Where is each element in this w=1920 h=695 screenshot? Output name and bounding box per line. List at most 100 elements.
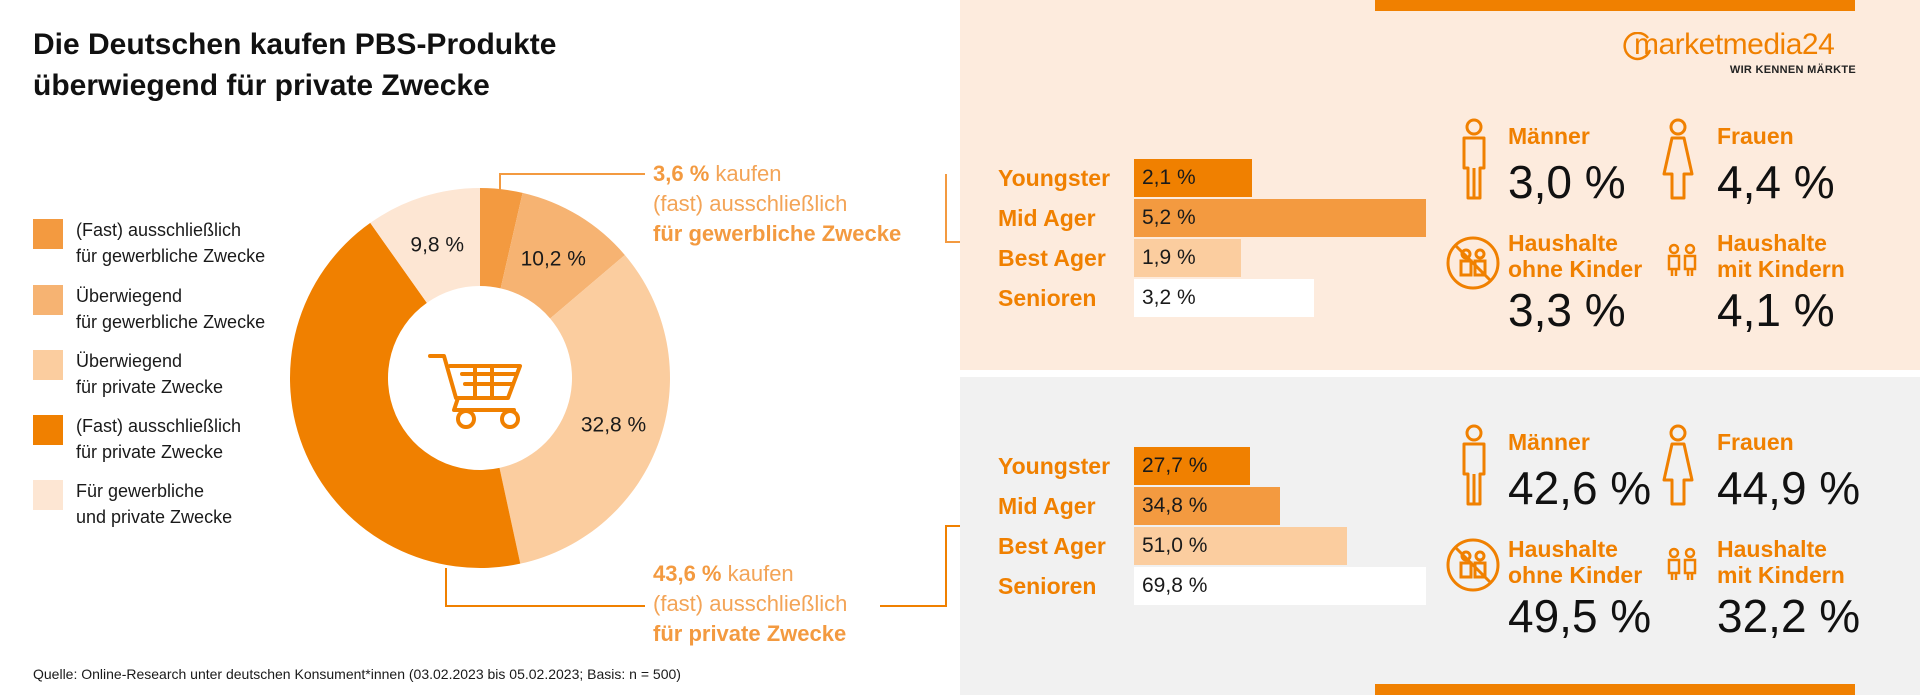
bar-value-label: 2,1 % xyxy=(1142,166,1196,189)
donut-slice xyxy=(500,192,625,319)
title-line-1: Die Deutschen kaufen PBS-Produkte xyxy=(33,28,557,61)
donut-slice xyxy=(499,255,670,564)
bar-category-label: Youngster xyxy=(998,165,1111,191)
frauen-value: 44,9 % xyxy=(1717,462,1861,514)
bar-value-label: 3,2 % xyxy=(1142,286,1196,309)
callout-pct: 43,6 % xyxy=(653,561,722,586)
mit-kindern-label-line: Haushalte xyxy=(1717,230,1827,256)
legend-line: (Fast) ausschließlich xyxy=(76,220,242,240)
callout-private: 43,6 % kaufen (fast) ausschließlich für … xyxy=(653,559,847,649)
bar-value-label: 27,7 % xyxy=(1142,454,1208,477)
man-icon xyxy=(1462,424,1486,506)
donut-slice xyxy=(370,188,480,303)
title-line-2: überwiegend für private Zwecke xyxy=(33,69,490,102)
ohne-kinder-value: 49,5 % xyxy=(1508,590,1652,642)
mit-kindern-value: 4,1 % xyxy=(1717,284,1835,336)
legend-line: für gewerbliche Zwecke xyxy=(76,246,266,266)
callout-rest: kaufen xyxy=(721,561,794,586)
with-children-icon xyxy=(1667,243,1697,276)
bar xyxy=(1134,567,1426,605)
bar-category-label: Best Ager xyxy=(998,533,1106,559)
ohne-kinder-label-line: ohne Kinder xyxy=(1508,256,1643,282)
legend-line: (Fast) ausschließlich xyxy=(76,416,242,436)
legend-swatch xyxy=(33,219,63,249)
bar-category-label: Senioren xyxy=(998,285,1097,311)
accent-bar-bottom xyxy=(1375,684,1855,695)
bar-value-label: 69,8 % xyxy=(1142,574,1208,597)
maenner-value: 42,6 % xyxy=(1508,462,1652,514)
connector-top-left xyxy=(499,173,645,192)
mit-kindern-label: Haushalte mit Kindern xyxy=(1717,536,1845,588)
accent-bar-top xyxy=(1375,0,1855,11)
ohne-kinder-label-line: Haushalte xyxy=(1508,536,1618,562)
callout-commercial: 3,6 % kaufen (fast) ausschließlich für g… xyxy=(653,159,901,249)
legend-swatch xyxy=(33,350,63,380)
legend-label: Überwiegend für gewerbliche Zwecke xyxy=(76,283,306,335)
legend-swatch xyxy=(33,480,63,510)
callout-line: für gewerbliche Zwecke xyxy=(653,221,902,246)
logo-tagline: WIR KENNEN MÄRKTE xyxy=(1729,64,1856,76)
panel-private xyxy=(960,377,1920,695)
no-children-icon xyxy=(1446,538,1500,592)
ohne-kinder-label: Haushalte ohne Kinder xyxy=(1508,230,1642,282)
bar xyxy=(1134,159,1252,197)
bar-category-label: Mid Ager xyxy=(998,205,1096,231)
bar-category-label: Best Ager xyxy=(998,245,1106,271)
maenner-value: 3,0 % xyxy=(1508,156,1626,208)
legend-line: für private Zwecke xyxy=(76,442,224,462)
ohne-kinder-value: 3,3 % xyxy=(1508,284,1626,336)
maenner-label: Männer xyxy=(1508,123,1590,149)
mit-kindern-label: Haushalte mit Kindern xyxy=(1717,230,1845,282)
callout-line: (fast) ausschließlich xyxy=(653,591,848,616)
ohne-kinder-label-line: ohne Kinder xyxy=(1508,562,1643,588)
bar-category-label: Youngster xyxy=(998,453,1111,479)
callout-line: 43,6 % kaufen xyxy=(653,559,847,589)
donut-slice xyxy=(289,222,521,568)
mit-kindern-label-line: mit Kindern xyxy=(1717,256,1845,282)
legend-label: Für gewerbliche und private Zwecke xyxy=(76,478,306,530)
woman-icon xyxy=(1662,118,1694,200)
mit-kindern-label-line: mit Kindern xyxy=(1717,562,1845,588)
page-title: Die Deutschen kaufen PBS-Produkte überwi… xyxy=(33,24,556,106)
callout-rest: kaufen xyxy=(709,161,782,186)
legend-label: (Fast) ausschließlich für private Zwecke xyxy=(76,413,306,465)
bar xyxy=(1134,239,1241,277)
callout-pct: 3,6 % xyxy=(653,161,710,186)
bar xyxy=(1134,527,1347,565)
legend-line: für private Zwecke xyxy=(76,377,224,397)
legend-line: für gewerbliche Zwecke xyxy=(76,312,266,332)
donut-slice-label: 32,8 % xyxy=(581,413,646,436)
legend-label: (Fast) ausschließlich für gewerbliche Zw… xyxy=(76,217,306,269)
frauen-label: Frauen xyxy=(1717,123,1794,149)
bar-value-label: 5,2 % xyxy=(1142,206,1196,229)
logo-ring-icon xyxy=(1623,32,1652,61)
donut-slice-label: 9,8 % xyxy=(410,234,464,257)
shopping-cart-icon xyxy=(428,354,522,429)
bar-category-label: Mid Ager xyxy=(998,493,1096,519)
ohne-kinder-label: Haushalte ohne Kinder xyxy=(1508,536,1642,588)
connector-bottom-left xyxy=(445,568,645,607)
bar xyxy=(1134,447,1250,485)
legend-line: Für gewerbliche xyxy=(76,481,205,501)
donut-slice-label: 10,2 % xyxy=(521,248,586,271)
mit-kindern-label-line: Haushalte xyxy=(1717,536,1827,562)
mit-kindern-value: 32,2 % xyxy=(1717,590,1861,642)
source-note: Quelle: Online-Research unter deutschen … xyxy=(33,666,681,682)
man-icon xyxy=(1462,118,1486,200)
frauen-value: 4,4 % xyxy=(1717,156,1835,208)
callout-line: für private Zwecke xyxy=(653,621,847,646)
bar-value-label: 51,0 % xyxy=(1142,534,1208,557)
donut-slice xyxy=(480,188,523,289)
legend-line: und private Zwecke xyxy=(76,507,233,527)
ohne-kinder-label-line: Haushalte xyxy=(1508,230,1618,256)
donut-chart: 10,2 % 32,8 % 9,8 % xyxy=(289,188,670,568)
woman-icon xyxy=(1662,424,1694,506)
maenner-label: Männer xyxy=(1508,429,1590,455)
with-children-icon xyxy=(1667,547,1697,580)
bar-value-label: 34,8 % xyxy=(1142,494,1208,517)
legend-line: Überwiegend xyxy=(76,286,183,306)
bar-category-label: Senioren xyxy=(998,573,1097,599)
bar xyxy=(1134,279,1314,317)
legend-label: Überwiegend für private Zwecke xyxy=(76,348,306,400)
callout-line: (fast) ausschließlich xyxy=(653,191,848,216)
